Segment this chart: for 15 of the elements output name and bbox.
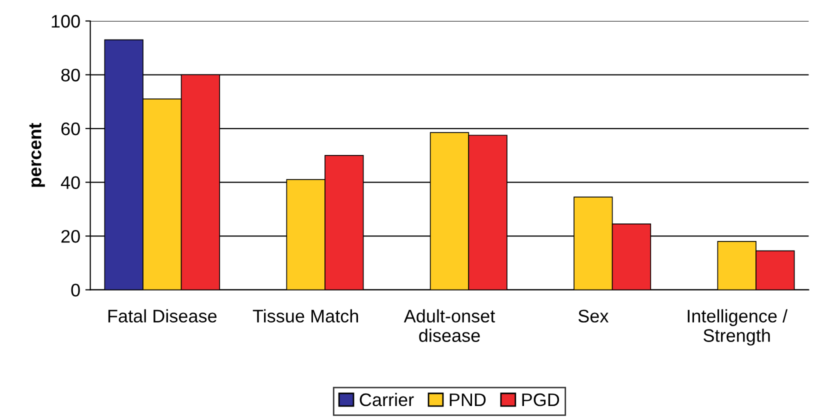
legend-label: PND (450, 394, 486, 406)
y-tick-label: 80 (61, 68, 80, 82)
y-tick-label: 60 (61, 122, 80, 136)
legend-label: PGD (522, 393, 560, 406)
y-axis-title: percent (29, 123, 45, 187)
y-tick-label: 0 (71, 284, 80, 297)
x-tick-label: Tissue Match (252, 309, 358, 323)
legend-label: Carrier (360, 392, 414, 406)
y-tick-label: 40 (60, 176, 80, 189)
x-tick-label: Adult-onset disease (404, 309, 496, 342)
y-tick-label: 20 (61, 230, 80, 243)
x-tick-label: Intelligence / Strength (688, 309, 788, 346)
x-tick-label: Sex (578, 310, 609, 323)
y-tick-label: 100 (52, 14, 80, 28)
x-tick-label: Fatal Disease (108, 309, 217, 323)
